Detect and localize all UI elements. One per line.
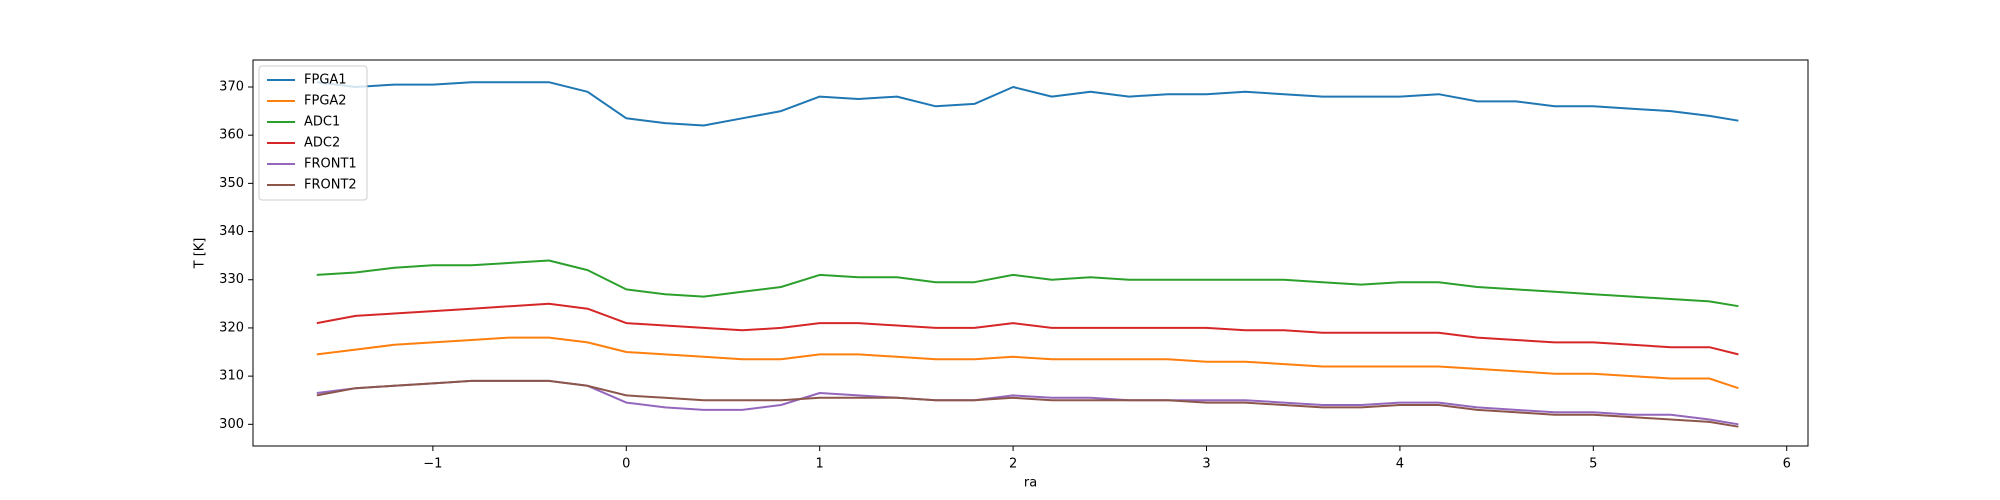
x-tick-label: 1 [816, 457, 824, 472]
x-tick-label: 4 [1396, 457, 1404, 472]
legend-box [258, 65, 368, 201]
x-axis-label: ra [1024, 476, 1037, 491]
data-line [316, 379, 1739, 428]
data-line [316, 259, 1739, 308]
x-tick-label: 5 [1589, 457, 1597, 472]
legend: FPGA1 FPGA2 ADC1 ADC2 FRONT1 FRONT2 [258, 65, 368, 201]
x-tick-label: 6 [1783, 457, 1791, 472]
legend-label: ADC1 [304, 115, 340, 130]
x-tick-label: 2 [1009, 457, 1017, 472]
y-tick-label: 320 [219, 320, 244, 335]
data-line [316, 302, 1739, 356]
y-tick-label: 360 [219, 128, 244, 143]
legend-label: FRONT2 [304, 178, 357, 193]
legend-label: FPGA2 [304, 94, 347, 109]
legend-label: FPGA1 [304, 73, 347, 88]
x-tick-label: 3 [1202, 457, 1210, 472]
legend-label: ADC2 [304, 136, 340, 151]
y-tick-label: 340 [219, 224, 244, 239]
x-tick-label: 0 [622, 457, 630, 472]
data-line [316, 81, 1739, 127]
y-axis-label: T [K] [193, 238, 208, 270]
data-line [316, 379, 1739, 426]
data-line [316, 336, 1739, 390]
y-tick-label: 330 [219, 272, 244, 287]
y-tick-label: 300 [219, 417, 244, 432]
y-tick-label: 350 [219, 176, 244, 191]
plot-frame [252, 59, 1809, 447]
legend-label: FRONT1 [304, 157, 357, 172]
y-tick-label: 370 [219, 79, 244, 94]
x-tick-label: −1 [423, 457, 442, 472]
y-tick-label: 310 [219, 369, 244, 384]
